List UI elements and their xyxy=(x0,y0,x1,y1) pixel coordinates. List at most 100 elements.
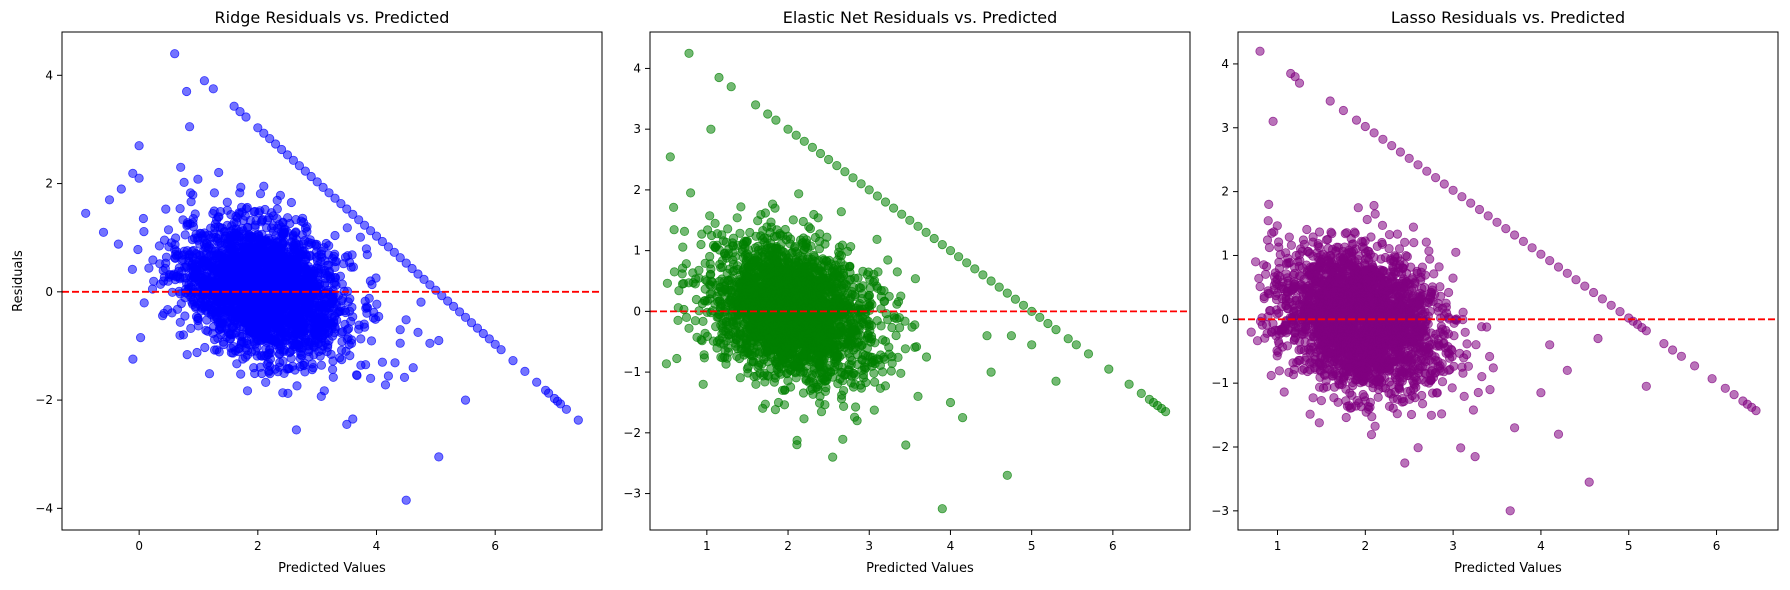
scatter-point xyxy=(191,303,201,313)
scatter-point xyxy=(801,375,811,385)
scatter-point xyxy=(838,434,848,444)
scatter-point xyxy=(204,369,215,379)
scatter-point xyxy=(265,361,275,371)
scatter-point xyxy=(688,268,698,278)
scatter-point xyxy=(163,304,173,315)
scatter-point xyxy=(720,345,730,356)
scatter-point xyxy=(478,328,488,339)
scatter-point xyxy=(148,255,158,265)
scatter-point xyxy=(276,144,287,155)
scatter-point xyxy=(419,274,429,284)
scatter-point xyxy=(293,329,303,339)
scatter-point xyxy=(532,377,542,387)
scatter-point xyxy=(380,380,391,390)
scatter-point xyxy=(139,298,149,308)
scatter-point xyxy=(235,107,245,117)
scatter-point xyxy=(240,294,250,304)
scatter-point xyxy=(205,239,215,249)
scatter-point xyxy=(690,316,701,326)
scatter-point xyxy=(182,221,192,231)
scatter-point xyxy=(862,270,872,280)
scatter-point xyxy=(894,323,905,333)
y-tick-label: 0 xyxy=(45,285,53,299)
scatter-point xyxy=(377,236,387,247)
scatter-point xyxy=(348,414,358,424)
scatter-point xyxy=(236,369,246,379)
scatter-point xyxy=(434,452,444,462)
scatter-point xyxy=(289,240,299,250)
scatter-point xyxy=(763,259,773,269)
scatter-point xyxy=(710,218,720,228)
scatter-point xyxy=(261,281,271,291)
scatter-point xyxy=(229,101,239,111)
scatter-point xyxy=(395,253,405,263)
scatter-point xyxy=(714,296,725,306)
scatter-point xyxy=(328,372,338,382)
scatter-point xyxy=(234,208,244,218)
scatter-point xyxy=(231,282,241,292)
scatter-point xyxy=(116,184,126,194)
scatter-point xyxy=(356,334,366,344)
scatter-point xyxy=(231,328,241,338)
scatter-point xyxy=(383,371,393,381)
scatter-point xyxy=(287,255,297,265)
scatter-point xyxy=(407,263,417,274)
scatter-point xyxy=(377,357,387,367)
scatter-point xyxy=(733,343,743,354)
scatter-point xyxy=(213,333,223,343)
scatter-point xyxy=(340,307,351,318)
scatter-point xyxy=(684,323,694,333)
scatter-point xyxy=(775,230,785,240)
scatter-point xyxy=(799,366,809,376)
scatter-point xyxy=(81,208,91,218)
scatter-point xyxy=(710,243,720,253)
scatter-point xyxy=(732,213,742,223)
scatter-point xyxy=(257,272,267,282)
scatter-point xyxy=(164,242,174,252)
scatter-point xyxy=(257,252,267,262)
x-tick-label: 6 xyxy=(491,539,499,553)
scatter-point xyxy=(199,274,209,285)
scatter-point xyxy=(324,188,334,198)
scatter-point xyxy=(364,293,374,303)
y-axis-label: Residuals xyxy=(11,250,26,312)
scatter-point xyxy=(245,325,255,335)
scatter-point xyxy=(98,227,109,237)
scatter-point xyxy=(425,338,435,348)
scatter-point xyxy=(158,311,168,321)
scatter-point xyxy=(231,295,241,305)
scatter-point xyxy=(661,359,672,369)
scatter-point xyxy=(850,402,861,412)
scatter-point xyxy=(413,269,423,279)
scatter-point xyxy=(372,299,382,309)
scatter-point xyxy=(277,250,287,260)
scatter-point xyxy=(235,188,245,198)
scatter-point xyxy=(128,168,138,178)
scatter-point xyxy=(345,350,355,361)
scatter-point xyxy=(217,276,227,286)
scatter-point xyxy=(262,323,272,334)
scatter-point xyxy=(679,226,690,236)
scatter-point xyxy=(343,333,353,343)
scatter-point xyxy=(159,235,170,245)
scatter-point xyxy=(466,318,477,328)
scatter-point xyxy=(907,322,917,332)
scatter-point xyxy=(887,322,897,333)
scatter-point xyxy=(182,246,192,256)
scatter-point xyxy=(366,336,377,346)
scatter-point xyxy=(319,320,329,330)
scatter-point xyxy=(199,76,209,86)
scatter-point xyxy=(179,177,189,187)
scatter-point xyxy=(330,262,340,272)
scatter-point xyxy=(484,334,494,344)
scatter-point xyxy=(316,249,326,259)
scatter-point xyxy=(745,227,755,238)
scatter-point xyxy=(280,227,290,237)
scatter-point xyxy=(836,207,846,217)
scatter-point xyxy=(760,377,770,387)
scatter-point xyxy=(133,244,143,255)
scatter-point xyxy=(678,242,688,252)
scatter-point xyxy=(891,330,901,341)
scatter-point xyxy=(365,226,376,236)
scatter-point xyxy=(222,248,232,258)
